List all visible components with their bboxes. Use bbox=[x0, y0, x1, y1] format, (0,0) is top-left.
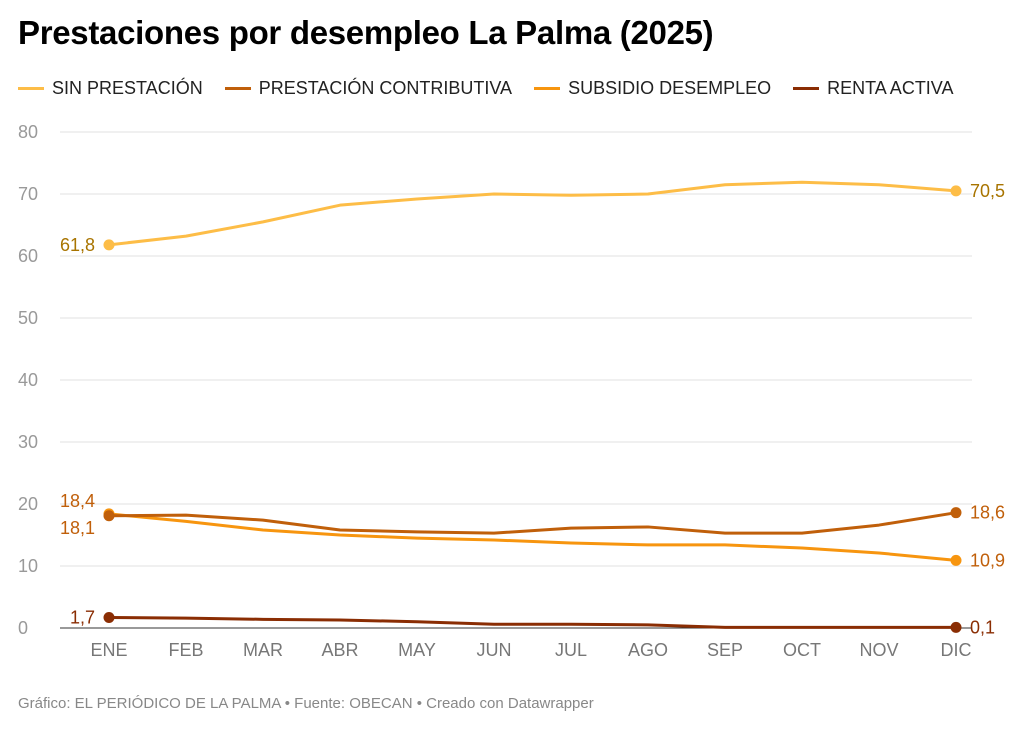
legend-label: PRESTACIÓN CONTRIBUTIVA bbox=[258, 78, 513, 98]
y-tick-label: 30 bbox=[18, 432, 38, 452]
series-line bbox=[108, 180, 957, 247]
series-line bbox=[108, 512, 957, 562]
x-tick-label: MAR bbox=[243, 640, 283, 660]
y-tick-label: 10 bbox=[18, 556, 38, 576]
start-value-label: 1,7 bbox=[70, 607, 95, 627]
x-tick-label: DIC bbox=[941, 640, 972, 660]
x-tick-label: AGO bbox=[628, 640, 668, 660]
end-value-label: 70,5 bbox=[970, 181, 1005, 201]
legend-item: SIN PRESTACIÓN bbox=[18, 78, 203, 99]
start-value-label: 18,1 bbox=[60, 518, 95, 538]
y-tick-label: 40 bbox=[18, 370, 38, 390]
y-tick-label: 0 bbox=[18, 618, 28, 638]
x-tick-label: JUL bbox=[555, 640, 587, 660]
x-tick-label: SEP bbox=[707, 640, 743, 660]
legend-item: RENTA ACTIVA bbox=[793, 78, 954, 99]
y-tick-label: 60 bbox=[18, 246, 38, 266]
data-point bbox=[950, 554, 962, 566]
x-tick-label: NOV bbox=[859, 640, 898, 660]
series-line bbox=[108, 511, 957, 535]
data-point bbox=[950, 185, 962, 197]
y-tick-label: 20 bbox=[18, 494, 38, 514]
data-point bbox=[950, 621, 962, 633]
legend-label: SUBSIDIO DESEMPLEO bbox=[568, 78, 772, 98]
start-value-label: 61,8 bbox=[60, 235, 95, 255]
end-value-label: 10,9 bbox=[970, 550, 1005, 570]
y-tick-label: 70 bbox=[18, 184, 38, 204]
legend-label: SIN PRESTACIÓN bbox=[52, 78, 203, 98]
start-value-label: 18,4 bbox=[60, 491, 95, 511]
data-point bbox=[103, 239, 115, 251]
legend-label: RENTA ACTIVA bbox=[827, 78, 954, 98]
legend-item: SUBSIDIO DESEMPLEO bbox=[534, 78, 771, 99]
data-point bbox=[103, 611, 115, 623]
x-tick-label: OCT bbox=[783, 640, 821, 660]
legend-swatch bbox=[18, 87, 44, 90]
x-tick-label: FEB bbox=[168, 640, 203, 660]
legend-swatch bbox=[224, 87, 251, 90]
legend-swatch bbox=[534, 87, 561, 90]
data-point bbox=[950, 507, 962, 519]
legend-swatch bbox=[793, 87, 820, 90]
x-tick-label: JUN bbox=[477, 640, 512, 660]
data-point bbox=[103, 510, 115, 522]
legend: SIN PRESTACIÓN PRESTACIÓN CONTRIBUTIVA S… bbox=[18, 78, 954, 99]
x-tick-label: ENE bbox=[90, 640, 127, 660]
chart-title: Prestaciones por desempleo La Palma (202… bbox=[18, 14, 714, 51]
x-tick-label: MAY bbox=[398, 640, 436, 660]
y-tick-label: 80 bbox=[18, 122, 38, 142]
footer-credits: Gráfico: EL PERIÓDICO DE LA PALMA • Fuen… bbox=[18, 695, 594, 712]
legend-item: PRESTACIÓN CONTRIBUTIVA bbox=[224, 78, 513, 99]
y-tick-label: 50 bbox=[18, 308, 38, 328]
end-value-label: 18,6 bbox=[970, 503, 1005, 523]
series-line bbox=[108, 615, 956, 629]
end-value-label: 0,1 bbox=[970, 617, 995, 637]
x-tick-label: ABR bbox=[321, 640, 358, 660]
